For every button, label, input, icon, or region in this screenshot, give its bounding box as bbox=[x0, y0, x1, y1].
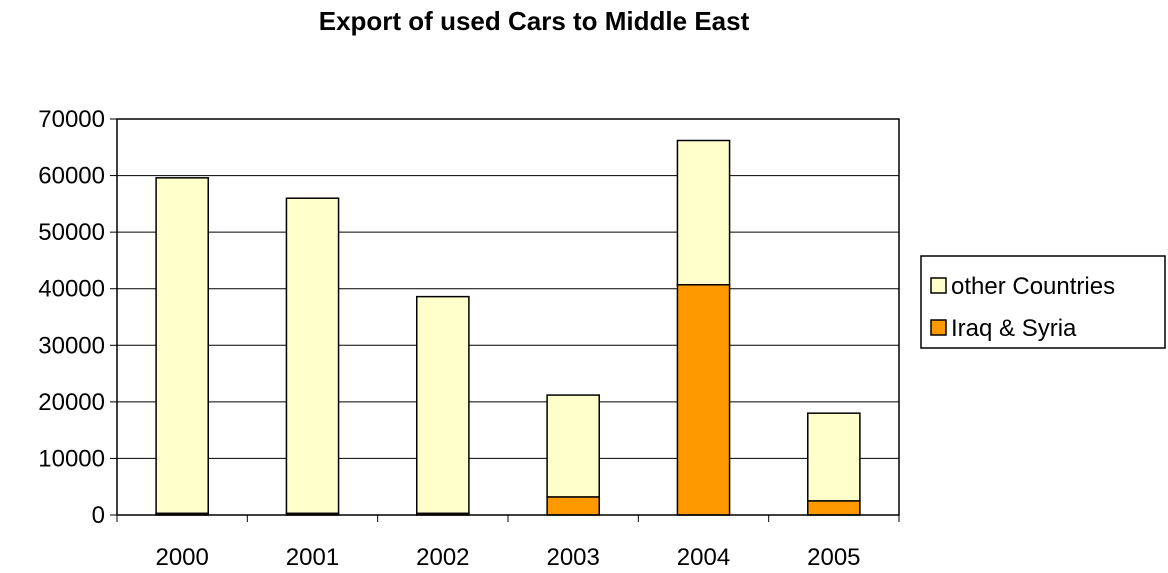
bar-segment bbox=[807, 412, 861, 502]
legend-label: Iraq & Syria bbox=[951, 315, 1077, 342]
x-tick-label: 2002 bbox=[416, 544, 469, 571]
chart-title: Export of used Cars to Middle East bbox=[319, 6, 750, 36]
legend-swatch bbox=[930, 277, 947, 294]
bar-segment bbox=[285, 197, 340, 515]
y-tick-label: 60000 bbox=[38, 163, 105, 190]
y-tick-label: 0 bbox=[92, 502, 105, 529]
x-tick-label: 2004 bbox=[677, 544, 730, 571]
x-tick-label: 2005 bbox=[807, 544, 860, 571]
legend: other Countries Iraq & Syria bbox=[920, 255, 1166, 349]
x-tick-label: 2003 bbox=[546, 544, 599, 571]
y-tick-label: 50000 bbox=[38, 219, 105, 246]
bar-segment bbox=[807, 500, 861, 516]
bar-segment bbox=[676, 284, 731, 516]
plot-frame bbox=[116, 118, 900, 516]
bars bbox=[155, 139, 861, 516]
legend-swatch bbox=[930, 319, 947, 336]
y-tick-label: 10000 bbox=[38, 445, 105, 472]
bar-segment bbox=[546, 394, 600, 498]
gridlines bbox=[117, 118, 899, 459]
axes: 0 10000 20000 30000 40000 50000 60000 70000 2000… bbox=[38, 106, 900, 571]
x-tick-label: 2001 bbox=[286, 544, 339, 571]
y-tick-label: 40000 bbox=[38, 276, 105, 303]
bar-segment bbox=[546, 496, 600, 516]
bar-segment bbox=[155, 177, 209, 515]
x-tick-label: 2000 bbox=[155, 544, 208, 571]
bar-segment bbox=[676, 139, 731, 286]
y-tick-label: 20000 bbox=[38, 389, 105, 416]
legend-box bbox=[920, 255, 1166, 349]
bar-segment bbox=[416, 295, 470, 515]
y-tick-label: 30000 bbox=[38, 332, 105, 359]
legend-label: other Countries bbox=[951, 273, 1115, 300]
y-tick-label: 70000 bbox=[38, 106, 105, 133]
